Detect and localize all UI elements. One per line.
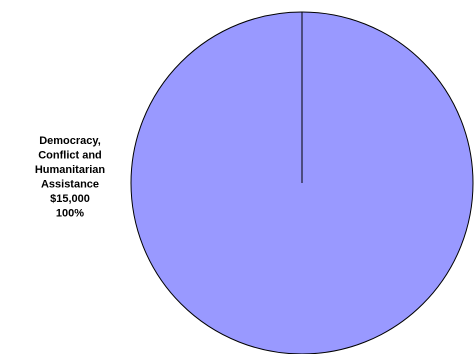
slice-percent-label: 100% — [56, 207, 84, 219]
slice-value-label: $15,000 — [50, 193, 90, 205]
slice-label-line: Assistance — [41, 178, 99, 190]
slice-label-line: Conflict and — [38, 149, 102, 161]
slice-label-0: Democracy, Conflict and Humanitarian Assist… — [35, 135, 106, 220]
slice-label-line: Democracy, — [39, 135, 101, 147]
slice-labels: Democracy, Conflict and Humanitarian Assist… — [35, 135, 106, 220]
pie-slices — [130, 11, 474, 354]
slice-label-line: Humanitarian — [35, 164, 106, 176]
